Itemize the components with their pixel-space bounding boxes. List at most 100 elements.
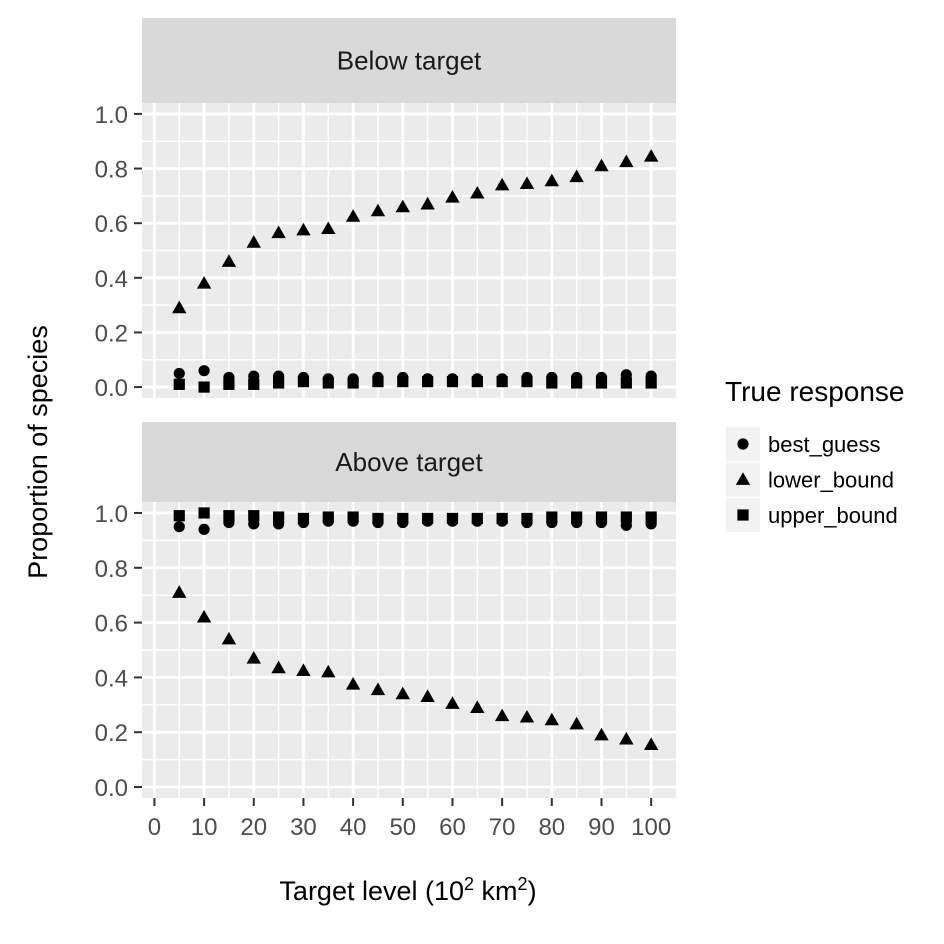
x-tick-label: 30: [290, 814, 317, 841]
data-point-lower_bound: [619, 154, 634, 168]
y-tick-label: 0.6: [95, 611, 128, 638]
data-point-upper_bound: [422, 376, 434, 388]
data-point-lower_bound: [221, 631, 237, 645]
data-point-lower_bound: [544, 173, 560, 187]
data-point-upper_bound: [173, 510, 185, 522]
data-point-lower_bound: [172, 300, 187, 314]
data-point-lower_bound: [544, 712, 560, 726]
data-point-lower_bound: [321, 664, 336, 678]
data-point-lower_bound: [420, 196, 435, 210]
x-tick-label: 0: [148, 814, 161, 841]
legend: True response best_guess lower_bound upper_…: [725, 376, 905, 532]
y-tick-label: 0.2: [95, 320, 128, 347]
axes-layer: 0.0 0.2 0.4 0.6 0.8 1.0 0.0 0.2 0.4 0.6 0.8 1.0 0 10 2…: [95, 102, 672, 841]
data-point-lower_bound: [643, 149, 659, 162]
data-point-upper_bound: [422, 512, 434, 525]
y-tick-label: 1.0: [95, 102, 128, 129]
y-tick-label: 0.0: [95, 775, 128, 802]
data-point-upper_bound: [347, 511, 359, 523]
data-point-lower_bound: [519, 176, 535, 189]
facet-strip: [142, 18, 676, 103]
data-point-lower_bound: [271, 225, 286, 239]
data-point-upper_bound: [645, 377, 657, 389]
data-point-upper_bound: [571, 511, 583, 523]
data-point-upper_bound: [223, 378, 235, 390]
data-point-lower_bound: [196, 276, 212, 289]
data-point-upper_bound: [322, 377, 334, 389]
data-point-upper_bound: [397, 512, 409, 525]
data-point-upper_bound: [521, 376, 533, 388]
data-point-upper_bound: [248, 378, 260, 390]
data-point-upper_bound: [521, 512, 533, 525]
data-point-upper_bound: [173, 378, 185, 390]
data-point-lower_bound: [395, 686, 410, 700]
legend-label: upper_bound: [768, 503, 898, 528]
data-point-lower_bound: [196, 609, 212, 623]
y-tick-label: 0.6: [95, 211, 128, 238]
data-point-lower_bound: [470, 700, 485, 713]
data-point-lower_bound: [370, 203, 386, 217]
facet-strip-label: Below target: [337, 46, 482, 76]
data-point-upper_bound: [372, 512, 384, 525]
marks-layer: [172, 149, 659, 750]
data-point-lower_bound: [445, 696, 460, 709]
y-tick-label: 1.0: [95, 501, 128, 528]
data-point-upper_bound: [471, 376, 483, 388]
data-point-lower_bound: [494, 708, 510, 722]
panels-layer: Below target Above target: [142, 18, 676, 798]
data-point-lower_bound: [594, 158, 609, 172]
data-point-upper_bound: [372, 376, 384, 388]
x-tick-label: 20: [240, 814, 267, 841]
y-tick-label: 0.8: [95, 157, 128, 184]
data-point-lower_bound: [470, 185, 485, 199]
data-point-upper_bound: [496, 512, 508, 525]
x-tick-label: 70: [489, 814, 516, 841]
data-point-best_guess: [198, 523, 210, 536]
facet-strip-label: Above target: [335, 447, 483, 477]
data-point-lower_bound: [494, 177, 510, 191]
x-tick-label: 60: [439, 814, 466, 841]
data-point-lower_bound: [594, 727, 609, 741]
data-point-lower_bound: [172, 585, 187, 598]
x-tick-label: 40: [340, 814, 367, 841]
data-point-lower_bound: [296, 222, 311, 236]
y-tick-label: 0.4: [95, 266, 128, 293]
data-point-upper_bound: [273, 377, 285, 389]
data-point-upper_bound: [198, 507, 210, 519]
data-point-upper_bound: [223, 510, 235, 522]
legend-title: True response: [725, 376, 905, 407]
x-tick-label: 50: [389, 814, 416, 841]
data-point-upper_bound: [471, 512, 483, 525]
data-point-lower_bound: [271, 660, 286, 674]
x-tick-label: 100: [631, 814, 671, 841]
y-axis-title: Proportion of species: [23, 325, 53, 579]
data-point-upper_bound: [248, 510, 260, 522]
data-point-best_guess: [198, 365, 210, 377]
data-point-lower_bound: [395, 199, 410, 213]
data-point-lower_bound: [643, 737, 659, 750]
data-point-lower_bound: [519, 709, 535, 723]
data-point-upper_bound: [297, 512, 310, 525]
data-point-upper_bound: [620, 377, 632, 389]
data-point-best_guess: [173, 521, 185, 533]
data-point-upper_bound: [496, 376, 508, 388]
data-point-upper_bound: [297, 376, 310, 388]
data-point-lower_bound: [445, 190, 460, 203]
data-point-lower_bound: [345, 677, 361, 690]
legend-key-best_guess: [737, 438, 749, 450]
x-axis-title: Target level (102 km2): [279, 874, 536, 906]
data-point-lower_bound: [246, 235, 261, 248]
data-point-upper_bound: [595, 511, 608, 523]
x-tick-label: 10: [191, 814, 218, 841]
data-point-lower_bound: [221, 254, 237, 267]
data-point-lower_bound: [370, 682, 386, 696]
data-point-upper_bound: [645, 511, 657, 523]
data-point-upper_bound: [273, 511, 285, 523]
data-point-lower_bound: [569, 169, 584, 183]
data-point-upper_bound: [397, 376, 409, 388]
data-point-upper_bound: [198, 381, 210, 393]
legend-key-lower_bound: [735, 472, 751, 485]
legend-label: lower_bound: [768, 468, 894, 493]
data-point-upper_bound: [347, 377, 359, 389]
